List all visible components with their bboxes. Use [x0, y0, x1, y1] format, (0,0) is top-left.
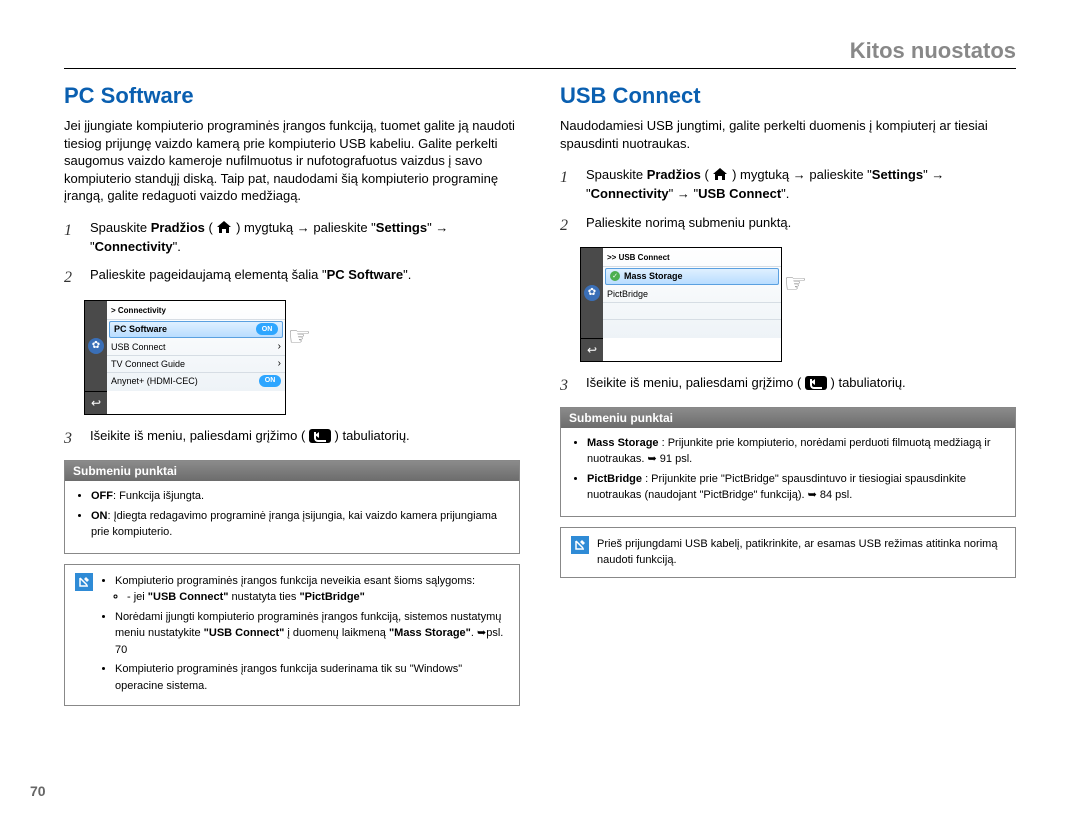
- device-row-usb-connect: USB Connect›: [107, 339, 285, 356]
- submenu-box: Submeniu punktai Mass Storage : Prijunki…: [560, 407, 1016, 517]
- back-icon: [309, 429, 331, 443]
- steps-list-cont: 3 Išeikite iš meniu, paliesdami grįžimo …: [64, 427, 520, 450]
- steps-list: 1 Spauskite Pradžios ( ) mygtuką → palie…: [64, 219, 520, 290]
- step-2: 2 Palieskite pageidaujamą elementą šalia…: [64, 266, 520, 289]
- step-3: 3 Išeikite iš meniu, paliesdami grįžimo …: [64, 427, 520, 450]
- chevron-right-icon: ›: [278, 341, 281, 352]
- section-title-usb-connect: USB Connect: [560, 83, 1016, 109]
- note-content: Prieš prijungdami USB kabelį, patikrinki…: [597, 536, 1005, 569]
- device-row-blank: [603, 320, 781, 336]
- step-text: Spauskite Pradžios ( ) mygtuką → paliesk…: [90, 219, 520, 257]
- page-header: Kitos nuostatos: [64, 38, 1016, 64]
- page-number: 70: [30, 783, 46, 799]
- device-back-tab: ↩: [581, 338, 603, 361]
- device-back-tab: ↩: [85, 391, 107, 414]
- step-number: 3: [560, 374, 574, 397]
- step-number: 2: [560, 214, 574, 237]
- device-breadcrumb: > Connectivity: [107, 303, 285, 320]
- left-column: PC Software Jei įjungiate kompiuterio pr…: [64, 83, 520, 706]
- section-title-pc-software: PC Software: [64, 83, 520, 109]
- note-content: Kompiuterio programinės įrangos funkcija…: [101, 573, 509, 698]
- step-1: 1 Spauskite Pradžios ( ) mygtuką → palie…: [64, 219, 520, 257]
- device-menu: > Connectivity PC SoftwareON USB Connect…: [107, 301, 285, 391]
- step-text: Palieskite norimą submeniu punktą.: [586, 214, 1016, 237]
- step-2: 2 Palieskite norimą submeniu punktą.: [560, 214, 1016, 237]
- two-column-layout: PC Software Jei įjungiate kompiuterio pr…: [64, 83, 1016, 706]
- steps-list-cont: 3 Išeikite iš meniu, paliesdami grįžimo …: [560, 374, 1016, 397]
- step-number: 3: [64, 427, 78, 450]
- step-text: Išeikite iš meniu, paliesdami grįžimo ( …: [586, 374, 1016, 397]
- toggle-on-icon: ON: [259, 375, 281, 387]
- submenu-item: Mass Storage : Prijunkite prie kompiuter…: [587, 436, 1003, 468]
- device-screenshot-connectivity: ✿ > Connectivity PC SoftwareON USB Conne…: [84, 300, 286, 415]
- device-screenshot-usb: ✿ >> USB Connect ✓Mass Storage PictBridg…: [580, 247, 782, 362]
- note-box: Prieš prijungdami USB kabelį, patikrinki…: [560, 527, 1016, 578]
- lead-text: Naudodamiesi USB jungtimi, galite perkel…: [560, 117, 1016, 152]
- device-row-anynet: Anynet+ (HDMI-CEC)ON: [107, 373, 285, 389]
- device-side-icon: ✿: [85, 301, 107, 391]
- lead-text: Jei įjungiate kompiuterio programinės įr…: [64, 117, 520, 205]
- device-row-blank: [603, 303, 781, 320]
- touch-hand-icon: ☞: [288, 321, 311, 352]
- chevron-right-icon: ›: [278, 358, 281, 369]
- step-text: Palieskite pageidaujamą elementą šalia "…: [90, 266, 520, 289]
- submenu-title: Submeniu punktai: [561, 408, 1015, 428]
- submenu-body: Mass Storage : Prijunkite prie kompiuter…: [561, 428, 1015, 516]
- step-3: 3 Išeikite iš meniu, paliesdami grįžimo …: [560, 374, 1016, 397]
- submenu-title: Submeniu punktai: [65, 461, 519, 481]
- submenu-item: OFF: Funkcija išjungta.: [91, 489, 507, 505]
- device-menu: >> USB Connect ✓Mass Storage PictBridge: [603, 248, 781, 338]
- device-breadcrumb: >> USB Connect: [603, 250, 781, 267]
- device-row-tv-guide: TV Connect Guide›: [107, 356, 285, 373]
- submenu-body: OFF: Funkcija išjungta. ON: Įdiegta reda…: [65, 481, 519, 553]
- step-number: 2: [64, 266, 78, 289]
- note-icon: [571, 536, 589, 554]
- submenu-item: ON: Įdiegta redagavimo programinė įranga…: [91, 509, 507, 541]
- step-number: 1: [64, 219, 78, 257]
- back-icon: ↩: [91, 396, 101, 410]
- step-text: Išeikite iš meniu, paliesdami grįžimo ( …: [90, 427, 520, 450]
- note-icon: [75, 573, 93, 591]
- top-divider: [64, 68, 1016, 69]
- toggle-on-icon: ON: [256, 323, 278, 335]
- step-text: Spauskite Pradžios ( ) mygtuką → paliesk…: [586, 166, 1016, 204]
- step-number: 1: [560, 166, 574, 204]
- step-1: 1 Spauskite Pradžios ( ) mygtuką → palie…: [560, 166, 1016, 204]
- check-icon: ✓: [610, 271, 620, 281]
- manual-page: Kitos nuostatos PC Software Jei įjungiat…: [0, 0, 1080, 827]
- home-icon: [712, 167, 728, 181]
- home-icon: [216, 220, 232, 234]
- back-icon: [805, 376, 827, 390]
- gear-icon: ✿: [584, 285, 600, 301]
- gear-icon: ✿: [88, 338, 104, 354]
- device-row-pictbridge: PictBridge: [603, 286, 781, 303]
- device-row-pc-software: PC SoftwareON: [109, 321, 283, 338]
- right-column: USB Connect Naudodamiesi USB jungtimi, g…: [560, 83, 1016, 706]
- submenu-item: PictBridge : Prijunkite prie "PictBridge…: [587, 472, 1003, 504]
- note-box: Kompiuterio programinės įrangos funkcija…: [64, 564, 520, 707]
- device-row-mass-storage: ✓Mass Storage: [605, 268, 779, 285]
- device-side-icon: ✿: [581, 248, 603, 338]
- touch-hand-icon: ☞: [784, 268, 807, 299]
- submenu-box: Submeniu punktai OFF: Funkcija išjungta.…: [64, 460, 520, 554]
- back-icon: ↩: [587, 343, 597, 357]
- steps-list: 1 Spauskite Pradžios ( ) mygtuką → palie…: [560, 166, 1016, 237]
